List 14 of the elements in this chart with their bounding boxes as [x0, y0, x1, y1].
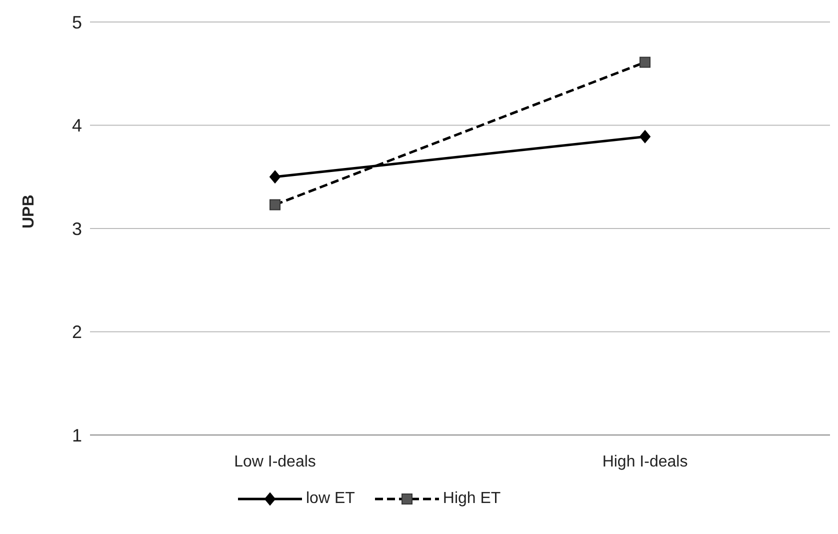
y-tick-label: 1: [72, 425, 82, 446]
y-tick-label: 3: [72, 218, 82, 239]
legend-label: High ET: [442, 490, 501, 508]
y-tick-label: 5: [72, 12, 82, 32]
x-tick-label: High I-deals: [602, 453, 688, 470]
point: [640, 130, 650, 144]
y-tick-label: 4: [72, 116, 82, 136]
point: [270, 199, 280, 210]
legend-label: low ET: [306, 490, 355, 508]
x-tick-label: Low I-deals: [234, 453, 316, 470]
y-axis-title: UPB: [20, 194, 38, 228]
point: [640, 56, 650, 68]
point: [270, 170, 280, 184]
y-tick-label: 2: [72, 322, 82, 342]
